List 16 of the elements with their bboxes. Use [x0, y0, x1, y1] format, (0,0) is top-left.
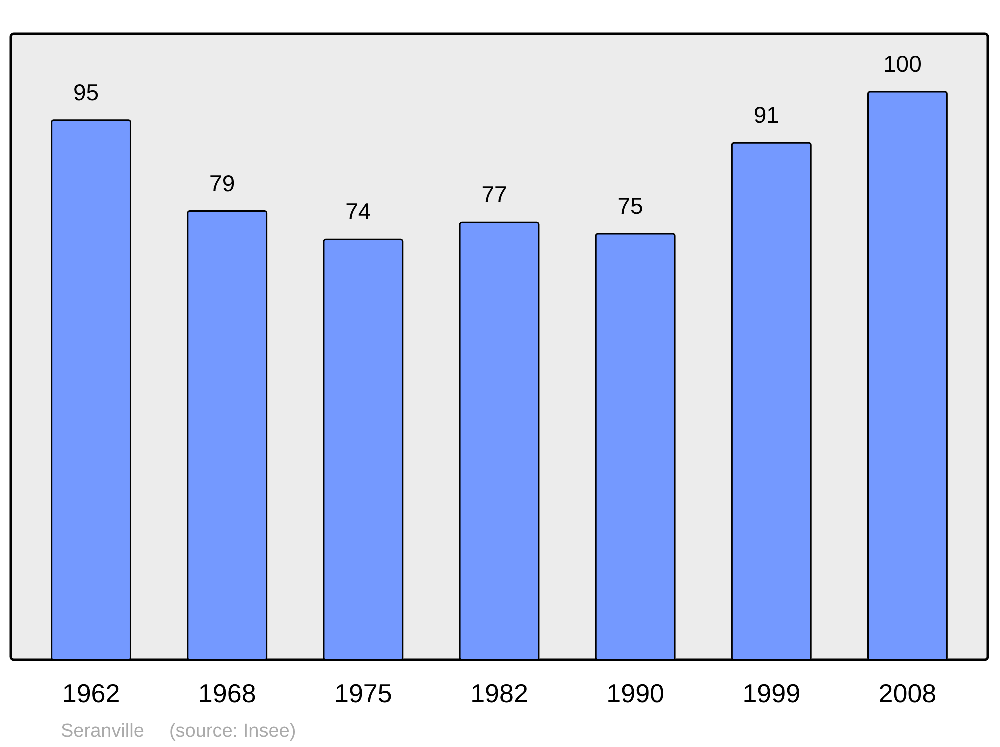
x-tick-label: 1962 — [62, 678, 120, 708]
x-tick-label: 1968 — [198, 678, 256, 708]
data-label: 75 — [618, 193, 644, 219]
x-tick-label: 1975 — [334, 678, 392, 708]
data-label: 91 — [754, 102, 780, 128]
text: (source: Insee) — [169, 721, 296, 742]
data-label: 79 — [210, 170, 236, 196]
data-label: 74 — [346, 198, 372, 225]
x-tick-label: 2008 — [878, 678, 937, 708]
text: Seranville — [61, 721, 144, 742]
data-label: 77 — [482, 182, 508, 208]
x-tick-label: 1990 — [606, 678, 664, 708]
x-tick-label: 1982 — [470, 678, 528, 708]
data-label: 100 — [884, 51, 922, 77]
x-tick-label: 1999 — [742, 678, 801, 708]
data-label: 95 — [73, 79, 100, 106]
